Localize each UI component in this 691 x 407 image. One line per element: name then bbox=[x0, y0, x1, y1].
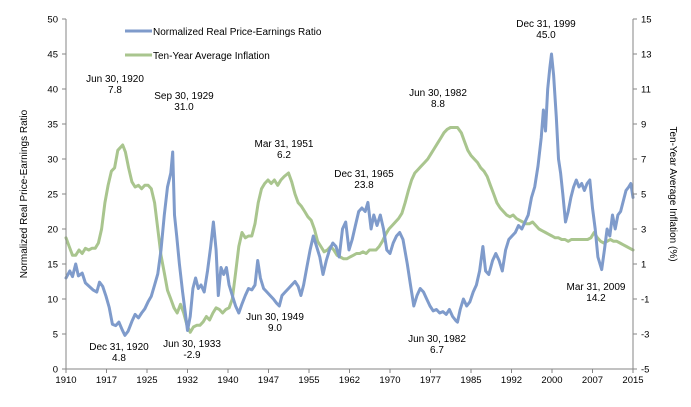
x-tick-label: 1985 bbox=[460, 375, 481, 386]
x-tick-label: 1910 bbox=[55, 375, 76, 386]
x-ticks: 1910 1917 1925 1932 1940 1947 1955 1962 1970 1977… bbox=[55, 369, 644, 386]
annotation-value: 31.0 bbox=[174, 102, 194, 113]
y2-tick-label: -3 bbox=[641, 330, 649, 341]
legend: Normalized Real Price-Earnings Ratio Ten… bbox=[125, 27, 322, 62]
x-tick-label: 1962 bbox=[339, 375, 360, 386]
y2-tick-label: 13 bbox=[641, 50, 652, 61]
y2-tick-label: 11 bbox=[641, 85, 651, 96]
pe-ratio-line bbox=[64, 52, 635, 337]
y2-tick-label: 7 bbox=[641, 155, 646, 166]
y-tick-label: 15 bbox=[47, 260, 58, 271]
y-tick-label: 45 bbox=[47, 50, 58, 61]
y2-tick-label: -1 bbox=[641, 295, 649, 306]
annotation: Jun 30, 1933-2.9 bbox=[163, 339, 221, 361]
x-tick-label: 2000 bbox=[541, 375, 562, 386]
x-tick-label: 1977 bbox=[420, 375, 441, 386]
y-tick-label: 40 bbox=[47, 85, 58, 96]
annotation-value: -2.9 bbox=[183, 350, 201, 361]
annotation-date: Sep 30, 1929 bbox=[154, 91, 214, 102]
x-tick-label: 1970 bbox=[379, 375, 400, 386]
y2-tick-label: 15 bbox=[641, 15, 652, 26]
y2-tick-label: 1 bbox=[641, 260, 646, 271]
x-tick-label: 1932 bbox=[177, 375, 198, 386]
y-tick-label: 25 bbox=[47, 190, 58, 201]
annotation-date: Jun 30, 1920 bbox=[86, 74, 144, 85]
annotation-date: Jun 30, 1949 bbox=[246, 312, 304, 323]
y-tick-label: 10 bbox=[47, 295, 58, 306]
annotation-value: 23.8 bbox=[354, 180, 374, 191]
x-tick-label: 2015 bbox=[622, 375, 643, 386]
annotation-value: 45.0 bbox=[536, 30, 556, 41]
x-tick-label: 1992 bbox=[501, 375, 522, 386]
y-tick-label: 30 bbox=[47, 155, 58, 166]
annotation-value: 7.8 bbox=[108, 85, 122, 96]
annotation-date: Jun 30, 1982 bbox=[409, 88, 467, 99]
annotation-value: 6.7 bbox=[430, 345, 444, 356]
legend-label-inflation: Ten-Year Average Inflation bbox=[153, 51, 270, 62]
y-tick-label: 35 bbox=[47, 120, 58, 131]
annotation-date: Jun 30, 1982 bbox=[408, 334, 466, 345]
x-tick-label: 1940 bbox=[217, 375, 238, 386]
annotation-date: Dec 31, 1999 bbox=[516, 19, 576, 30]
y2-tick-label: 3 bbox=[641, 225, 646, 236]
y-tick-label: 0 bbox=[53, 365, 58, 376]
annotation-value: 8.8 bbox=[431, 99, 445, 110]
x-tick-label: 1917 bbox=[96, 375, 117, 386]
x-tick-label: 1947 bbox=[258, 375, 279, 386]
annotation-value: 14.2 bbox=[586, 293, 606, 304]
annotation-date: Dec 31, 1920 bbox=[89, 342, 149, 353]
series-lines bbox=[64, 52, 635, 337]
annotation-value: 9.0 bbox=[268, 323, 282, 334]
annotation-date: Dec 31, 1965 bbox=[334, 169, 394, 180]
y-ticks: 0 5 10 15 20 25 30 35 40 45 50 bbox=[47, 15, 66, 376]
annotation-value: 4.8 bbox=[112, 353, 126, 364]
annotation-date: Jun 30, 1933 bbox=[163, 339, 221, 350]
y2-tick-label: 9 bbox=[641, 120, 646, 131]
inflation-line bbox=[64, 126, 635, 334]
y2-tick-label: 5 bbox=[641, 190, 646, 201]
annotation-date: Mar 31, 1951 bbox=[255, 139, 314, 150]
x-tick-label: 1955 bbox=[298, 375, 319, 386]
y2-axis-title: Ten-Year Average Inflation (%) bbox=[667, 126, 678, 261]
y-axis-title: Normalized Real Price-Earnings Ratio bbox=[19, 109, 30, 278]
legend-label-pe: Normalized Real Price-Earnings Ratio bbox=[153, 27, 322, 38]
x-tick-label: 2007 bbox=[582, 375, 603, 386]
annotation-value: 6.2 bbox=[277, 150, 291, 161]
y-tick-label: 20 bbox=[47, 225, 58, 236]
y-tick-label: 5 bbox=[53, 330, 58, 341]
y2-tick-label: -5 bbox=[641, 365, 649, 376]
y-tick-label: 50 bbox=[47, 15, 58, 26]
annotation-date: Mar 31, 2009 bbox=[567, 282, 626, 293]
x-tick-label: 1925 bbox=[136, 375, 157, 386]
